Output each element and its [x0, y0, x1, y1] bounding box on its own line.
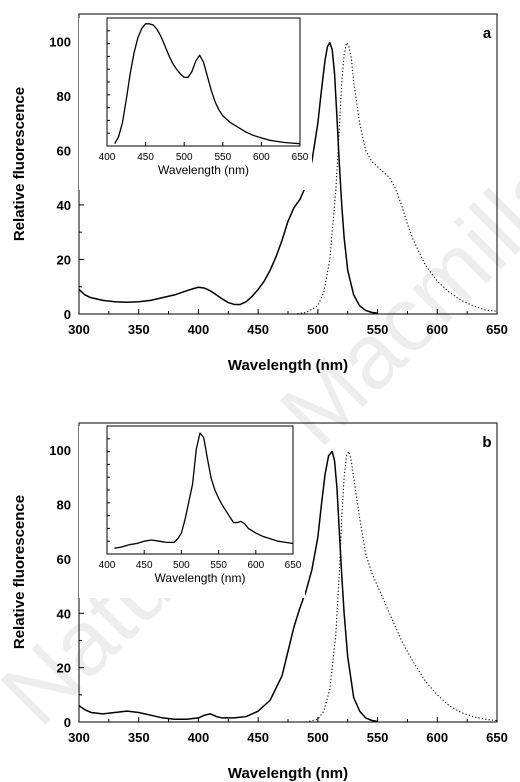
inset-x-tick-label: 500 [176, 152, 193, 163]
x-tick-label: 500 [307, 730, 329, 745]
y-tick-label: 20 [57, 661, 71, 676]
inset-solid-line-0 [114, 432, 293, 549]
main-solid-line-0 [79, 450, 378, 722]
x-tick-label: 450 [247, 322, 269, 337]
panel-a: 300 350 400 450 500 550 600 650 0 20 40 60 80 100 Wave… [11, 13, 508, 374]
inset-x-tick-label: 650 [285, 560, 302, 571]
x-tick-label: 650 [486, 730, 508, 745]
x-tick-label: 600 [426, 730, 448, 745]
inset-x-axis-title: Wavelength (nm) [155, 571, 246, 585]
panel-label: a [483, 25, 492, 42]
inset-x-tick-label: 550 [210, 560, 227, 571]
y-tick-label: 100 [49, 34, 71, 49]
x-axis-title: Wavelength (nm) [228, 357, 348, 374]
inset-x-tick-label: 400 [99, 560, 116, 571]
y-tick-label: 20 [57, 252, 71, 267]
inset-series-group [114, 432, 293, 549]
inset-solid-line-0 [114, 23, 300, 145]
x-tick-label: 550 [367, 322, 389, 337]
inset-x-tick-label: 500 [173, 560, 190, 571]
x-tick-label: 650 [486, 322, 508, 337]
inset-frame [106, 425, 294, 555]
inset-x-tick-label: 450 [137, 152, 154, 163]
x-tick-label: 300 [68, 730, 90, 745]
x-tick-label: 500 [307, 322, 329, 337]
x-tick-label: 600 [426, 322, 448, 337]
x-tick-label: 550 [367, 730, 389, 745]
inset-frame [106, 17, 301, 147]
main-series-group [79, 450, 497, 722]
y-tick-label: 40 [57, 606, 71, 621]
y-tick-label: 0 [64, 307, 71, 322]
x-tick-label: 350 [128, 322, 150, 337]
x-tick-label: 300 [68, 322, 90, 337]
y-axis-title: Relative fluorescence [11, 87, 28, 241]
inset-chart: 400 450 500 550 600 650 Wavelength (nm) [79, 17, 312, 190]
y-tick-label: 80 [57, 498, 71, 513]
x-tick-label: 350 [128, 730, 150, 745]
main-dotted-line-1 [305, 450, 497, 722]
y-tick-label: 80 [57, 89, 71, 104]
y-axis-title: Relative fluorescence [11, 495, 28, 649]
x-axis-title: Wavelength (nm) [228, 765, 348, 782]
main-solid-line-0 [79, 41, 378, 314]
inset-x-tick-label: 600 [247, 560, 264, 571]
main-series-group [79, 41, 497, 314]
x-tick-label: 450 [247, 730, 269, 745]
x-tick-label: 400 [188, 322, 210, 337]
y-tick-label: 0 [64, 715, 71, 730]
inset-x-tick-label: 550 [214, 152, 231, 163]
y-tick-label: 100 [49, 443, 71, 458]
inset-chart: 400 450 500 550 600 650 Wavelength (nm) [79, 425, 305, 598]
y-tick-label: 60 [57, 552, 71, 567]
inset-x-tick-label: 450 [136, 560, 153, 571]
x-tick-label: 400 [188, 730, 210, 745]
inset-x-tick-label: 400 [99, 152, 116, 163]
inset-series-group [114, 23, 300, 145]
inset-x-tick-label: 650 [292, 152, 309, 163]
inset-x-axis-title: Wavelength (nm) [158, 163, 249, 177]
panel-b: 300 350 400 450 500 550 600 650 0 20 40 60 80 100 Wave… [11, 422, 508, 782]
y-tick-label: 60 [57, 143, 71, 158]
watermark-text: Nature © Macmillan [0, 100, 520, 744]
panel-label: b [482, 434, 491, 451]
inset-x-tick-label: 600 [253, 152, 270, 163]
y-tick-label: 40 [57, 198, 71, 213]
